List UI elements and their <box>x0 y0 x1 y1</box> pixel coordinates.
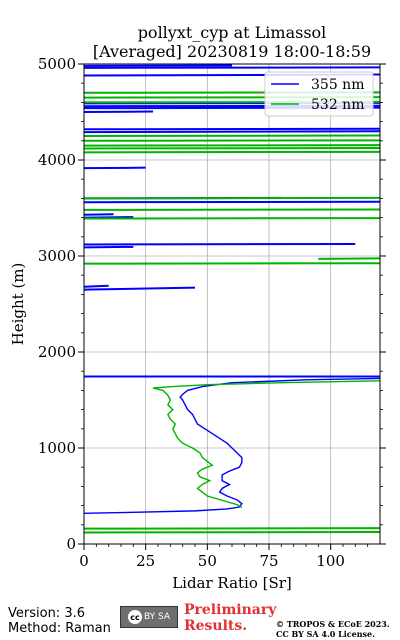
preliminary-line2: Results. <box>184 618 248 634</box>
x-tick-label: 0 <box>79 552 89 570</box>
series-355-nm-profile <box>84 377 380 514</box>
x-tick-label: 50 <box>198 552 217 570</box>
series-group <box>84 64 380 534</box>
x-axis-label: Lidar Ratio [Sr] <box>172 574 292 592</box>
series-355-nm-segment <box>84 286 196 291</box>
legend-label: 532 nm <box>311 97 364 113</box>
cc-badge-label: BY SA <box>143 612 171 622</box>
copyright-note: © TROPOS & ECoE 2023. CC BY SA 4.0 Licen… <box>276 619 390 639</box>
version-text: Version: 3.6 <box>8 606 85 621</box>
series-532-nm-profile <box>152 380 380 509</box>
x-tick-label: 25 <box>136 552 155 570</box>
cc-license-badge: cc BY SA <box>120 606 178 628</box>
copyright-line1: © TROPOS & ECoE 2023. <box>276 619 390 629</box>
preliminary-line1: Preliminary <box>184 602 277 618</box>
legend-label: 355 nm <box>311 77 364 93</box>
y-tick-label: 2000 <box>38 343 76 361</box>
y-tick-label: 0 <box>66 535 76 553</box>
copyright-line2: CC BY SA 4.0 License. <box>276 629 375 639</box>
preliminary-results-note: Preliminary Results. <box>184 602 276 634</box>
x-tick-label: 75 <box>259 552 278 570</box>
series-355-nm-segment <box>84 130 380 134</box>
cc-icon: cc <box>127 610 142 624</box>
method-text: Method: Raman <box>8 621 111 636</box>
x-tick-label: 100 <box>316 552 345 570</box>
chart-title-line1: pollyxt_cyp at Limassol <box>137 23 327 42</box>
y-tick-label: 1000 <box>38 439 76 457</box>
chart-title-line2: [Averaged] 20230819 18:00-18:59 <box>92 42 372 61</box>
y-axis-label: Height (m) <box>9 262 27 346</box>
y-tick-label: 4000 <box>38 151 76 169</box>
legend-box <box>264 71 374 117</box>
y-tick-label: 3000 <box>38 247 76 265</box>
series-355-nm-segment <box>84 284 109 288</box>
y-tick-label: 5000 <box>38 55 76 73</box>
